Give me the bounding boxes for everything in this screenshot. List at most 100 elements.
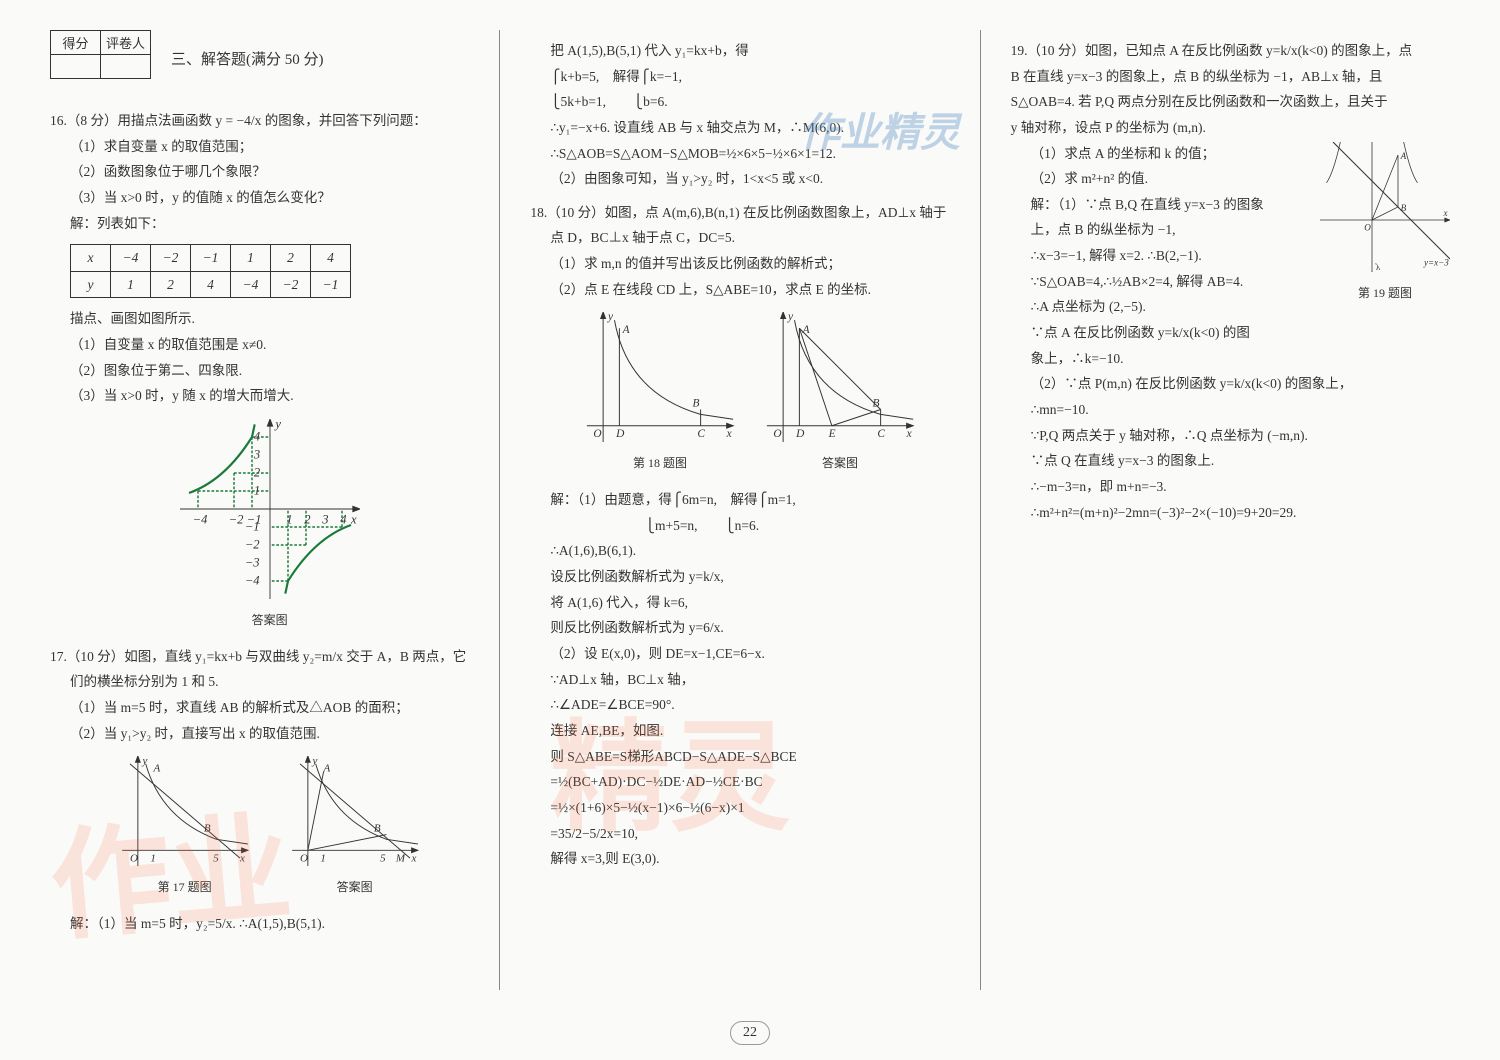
p18-a1b: ⎩m+5=n, ⎩n=6. bbox=[550, 513, 969, 539]
svg-text:D: D bbox=[615, 429, 625, 441]
p18-a13: =35/2−5/2x=10, bbox=[550, 821, 969, 847]
c2-l1: 把 A(1,5),B(5,1) 代入 y₁=kx+b，得 bbox=[550, 38, 969, 64]
p16-line2: （1）自变量 x 的取值范围是 x≠0. bbox=[70, 332, 489, 358]
p18-a7: ∵AD⊥x 轴，BC⊥x 轴， bbox=[550, 667, 969, 693]
svg-text:x: x bbox=[239, 853, 245, 865]
p16-header: 16.（8 分）用描点法画函数 y = −4/x 的图象，并回答下列问题： bbox=[50, 108, 489, 134]
svg-text:−4: −4 bbox=[192, 512, 207, 526]
p16-ans-head: 解：列表如下： bbox=[70, 211, 489, 237]
svg-text:5: 5 bbox=[213, 853, 219, 865]
p19-a12: ∴−m−3=n，即 m+n=−3. bbox=[1031, 474, 1450, 500]
p18-a6: （2）设 E(x,0)，则 DE=x−1,CE=6−x. bbox=[550, 641, 969, 667]
svg-text:4: 4 bbox=[340, 512, 347, 526]
svg-text:A: A bbox=[1400, 151, 1407, 161]
table-row: y124−4−2−1 bbox=[71, 271, 351, 298]
problem-19: 19.（10 分）如图，已知点 A 在反比例函数 y=k/x(k<0) 的图象上… bbox=[1011, 38, 1450, 525]
svg-text:B: B bbox=[692, 398, 699, 410]
p16-graph: xy −4−2−1 1234 1234 −1−2−3−4 bbox=[180, 419, 360, 599]
p19-a7: 象上，∴k=−10. bbox=[1031, 346, 1450, 372]
p16-q3: （3）当 x>0 时，y 的值随 x 的值怎么变化？ bbox=[70, 185, 489, 211]
svg-text:1: 1 bbox=[150, 853, 156, 865]
svg-text:y: y bbox=[607, 312, 614, 323]
p19-graph: x y O B A y=x−3 bbox=[1320, 142, 1450, 272]
svg-text:1: 1 bbox=[286, 512, 292, 526]
p18-a12: =½×(1+6)×5−½(x−1)×6−½(6−x)×1 bbox=[550, 795, 969, 821]
score-header-1: 得分 bbox=[51, 31, 101, 55]
svg-text:x: x bbox=[906, 429, 912, 441]
p18-caption1: 第 18 题图 bbox=[585, 452, 735, 475]
p16-line3: （2）图象位于第二、四象限. bbox=[70, 358, 489, 384]
svg-text:3: 3 bbox=[252, 448, 259, 462]
svg-text:2: 2 bbox=[304, 512, 311, 526]
c2-l4: ∴y₁=−x+6. 设直线 AB 与 x 轴交点为 M，∴M(6,0). bbox=[550, 115, 969, 141]
svg-text:x: x bbox=[1442, 208, 1447, 218]
p19-a8: （2）∵点 P(m,n) 在反比例函数 y=k/x(k<0) 的图象上， bbox=[1031, 371, 1450, 397]
p16-caption: 答案图 bbox=[50, 609, 489, 632]
svg-text:B: B bbox=[374, 823, 381, 835]
c2-l3: ⎩5k+b=1, ⎩b=6. bbox=[550, 89, 969, 115]
problem-16: 16.（8 分）用描点法画函数 y = −4/x 的图象，并回答下列问题： （1… bbox=[50, 108, 489, 632]
svg-text:y: y bbox=[1375, 263, 1381, 272]
svg-text:M: M bbox=[395, 853, 406, 865]
p19-caption: 第 19 题图 bbox=[1320, 282, 1450, 305]
p19-a10: ∵P,Q 两点关于 y 轴对称，∴Q 点坐标为 (−m,n). bbox=[1031, 423, 1450, 449]
table-row: x−4−2−1124 bbox=[71, 245, 351, 272]
svg-text:A: A bbox=[622, 325, 630, 337]
svg-text:5: 5 bbox=[380, 853, 386, 865]
svg-text:4: 4 bbox=[253, 430, 260, 444]
p19-header2: B 在直线 y=x−3 的图象上，点 B 的纵坐标为 −1，AB⊥x 轴，且 bbox=[1011, 64, 1450, 90]
svg-text:y: y bbox=[141, 756, 147, 767]
svg-text:O: O bbox=[1364, 222, 1371, 232]
svg-text:E: E bbox=[828, 429, 836, 441]
svg-text:x: x bbox=[410, 853, 416, 865]
svg-text:x: x bbox=[726, 429, 732, 441]
svg-text:A: A bbox=[152, 763, 160, 775]
svg-text:3: 3 bbox=[321, 512, 328, 526]
svg-text:C: C bbox=[697, 429, 705, 441]
svg-text:1: 1 bbox=[320, 853, 326, 865]
p17-header: 17.（10 分）如图，直线 y₁=kx+b 与双曲线 y₂=m/x 交于 A，… bbox=[50, 644, 489, 670]
svg-text:O: O bbox=[593, 429, 601, 441]
p16-data-table: x−4−2−1124 y124−4−2−1 bbox=[70, 244, 351, 298]
p17-q2: （2）当 y₁>y₂ 时，直接写出 x 的取值范围. bbox=[70, 721, 489, 747]
problem-18: 18.（10 分）如图，点 A(m,6),B(n,1) 在反比例函数图象上，AD… bbox=[530, 200, 969, 872]
column-1: 得分评卷人 三、解答题(满分 50 分) 16.（8 分）用描点法画函数 y =… bbox=[40, 30, 500, 990]
p18-header2: 点 D，BC⊥x 轴于点 C，DC=5. bbox=[550, 225, 969, 251]
p18-q1: （1）求 m,n 的值并写出该反比例函数的解析式； bbox=[550, 251, 969, 277]
c2-l5: ∴S△AOB=S△AOM−S△MOB=½×6×5−½×6×1=12. bbox=[550, 141, 969, 167]
svg-text:D: D bbox=[795, 429, 805, 441]
svg-text:2: 2 bbox=[253, 466, 260, 480]
svg-text:−4: −4 bbox=[244, 574, 259, 588]
c2-l6: （2）由图象可知，当 y₁>y₂ 时，1<x<5 或 x<0. bbox=[550, 166, 969, 192]
p18-a2: ∴A(1,6),B(6,1). bbox=[550, 538, 969, 564]
svg-text:−2: −2 bbox=[244, 538, 259, 552]
p18-header: 18.（10 分）如图，点 A(m,6),B(n,1) 在反比例函数图象上，AD… bbox=[530, 200, 969, 226]
svg-text:y=x−3: y=x−3 bbox=[1423, 257, 1449, 267]
p18-a1: 解：（1）由题意，得⎧6m=n, 解得⎧m=1, bbox=[550, 487, 969, 513]
svg-text:1: 1 bbox=[253, 484, 259, 498]
p18-graph-1: A B O D Cx y bbox=[585, 312, 735, 442]
problem-17: 17.（10 分）如图，直线 y₁=kx+b 与双曲线 y₂=m/x 交于 A，… bbox=[50, 644, 489, 937]
svg-text:y: y bbox=[273, 419, 281, 431]
score-header-2: 评卷人 bbox=[101, 31, 151, 55]
p16-q2: （2）函数图象位于哪几个象限？ bbox=[70, 159, 489, 185]
p17-header2: 们的横坐标分别为 1 和 5. bbox=[70, 669, 489, 695]
page-number: 22 bbox=[730, 1021, 770, 1045]
svg-text:O: O bbox=[300, 853, 308, 865]
score-cell-1 bbox=[51, 55, 101, 79]
p17-graph-1: ABO 15xy bbox=[115, 756, 255, 866]
svg-text:O: O bbox=[773, 429, 781, 441]
p18-a5: 则反比例函数解析式为 y=6/x. bbox=[550, 615, 969, 641]
score-table: 得分评卷人 bbox=[50, 30, 151, 79]
p18-a10: 则 S△ABE=S梯形ABCD−S△ADE−S△BCE bbox=[550, 744, 969, 770]
p17-graph-2: ABO 15Mxy bbox=[285, 756, 425, 866]
p17-q1: （1）当 m=5 时，求直线 AB 的解析式及△AOB 的面积； bbox=[70, 695, 489, 721]
p18-a4: 将 A(1,6) 代入，得 k=6, bbox=[550, 590, 969, 616]
svg-text:y: y bbox=[311, 756, 317, 767]
p19-a11: ∵点 Q 在直线 y=x−3 的图象上. bbox=[1031, 448, 1450, 474]
svg-text:B: B bbox=[204, 823, 211, 835]
p18-a8: ∴∠ADE=∠BCE=90°. bbox=[550, 692, 969, 718]
svg-text:B: B bbox=[1401, 203, 1407, 213]
p18-a3: 设反比例函数解析式为 y=k/x, bbox=[550, 564, 969, 590]
p18-a14: 解得 x=3,则 E(3,0). bbox=[550, 846, 969, 872]
